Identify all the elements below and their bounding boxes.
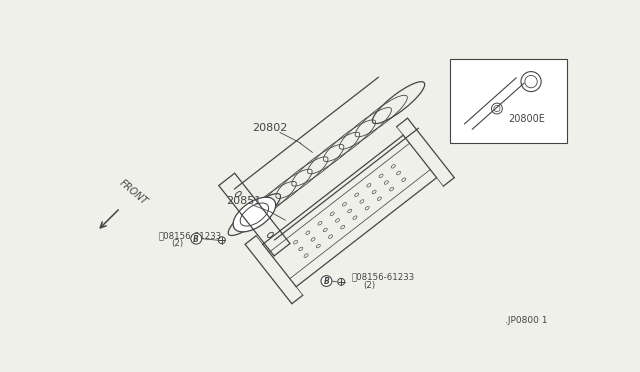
Text: 20800E: 20800E xyxy=(509,113,545,124)
Circle shape xyxy=(321,276,332,286)
Text: (2): (2) xyxy=(172,239,184,248)
Text: B: B xyxy=(193,235,199,244)
Text: Ⓑ08156-61233: Ⓑ08156-61233 xyxy=(159,231,222,240)
Circle shape xyxy=(191,233,202,244)
Circle shape xyxy=(494,106,500,112)
Circle shape xyxy=(492,103,502,114)
Circle shape xyxy=(521,71,541,92)
Text: Ⓑ08156-61233: Ⓑ08156-61233 xyxy=(351,272,415,282)
Text: 20851: 20851 xyxy=(226,196,261,206)
Text: .JP0800 1: .JP0800 1 xyxy=(505,316,547,326)
Text: FRONT: FRONT xyxy=(117,178,149,207)
Bar xyxy=(451,58,566,143)
Text: B: B xyxy=(323,277,330,286)
Circle shape xyxy=(525,76,537,88)
Text: 20802: 20802 xyxy=(252,123,287,133)
Text: (2): (2) xyxy=(364,281,376,290)
Ellipse shape xyxy=(233,197,276,232)
